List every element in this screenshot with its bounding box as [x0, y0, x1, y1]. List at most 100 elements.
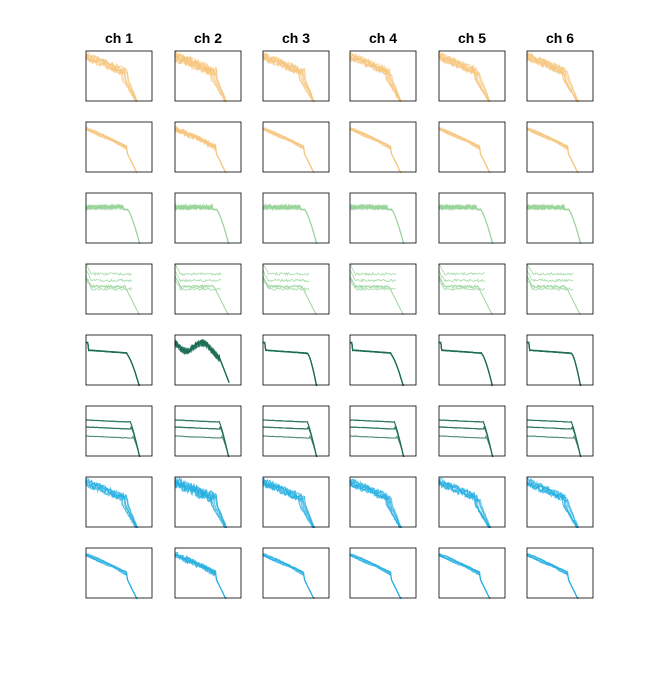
series-line: [262, 341, 318, 386]
series-line: [349, 127, 402, 173]
series-line: [85, 128, 138, 173]
column-title-ch1: ch 1: [104, 30, 133, 46]
series-line: [262, 128, 315, 173]
series-line: [86, 425, 141, 457]
series-line: [526, 341, 582, 386]
panel-frame: [262, 50, 330, 102]
series-line: [174, 203, 230, 244]
panel-frame: [349, 50, 417, 102]
series-line: [174, 203, 230, 244]
panel-r2-c1: [85, 121, 153, 173]
panel-frame: [174, 263, 242, 315]
series-line: [174, 276, 229, 315]
series-line: [349, 481, 401, 528]
series-line: [174, 275, 229, 315]
column-title-ch4: ch 4: [368, 30, 397, 46]
panel-frame: [174, 50, 242, 102]
series-line: [526, 203, 582, 244]
series-line: [526, 203, 582, 244]
panel-frame: [85, 263, 153, 315]
series-line: [262, 203, 318, 244]
panel-r1-c4: [349, 50, 417, 102]
panel-r3-c1: [85, 192, 153, 244]
series-line: [262, 341, 318, 386]
panel-frame: [349, 263, 417, 315]
series-line: [174, 203, 230, 244]
series-line: [526, 128, 579, 173]
series-line: [174, 425, 230, 457]
series-line: [85, 126, 138, 173]
series-line: [262, 554, 315, 599]
series-line: [438, 341, 494, 386]
panel-r4-c2: [174, 263, 242, 315]
series-line: [438, 263, 486, 276]
series-line: [85, 553, 138, 599]
series-line: [85, 128, 138, 173]
series-line: [438, 341, 494, 386]
panel-frame: [85, 121, 153, 173]
panel-r6-c2: [174, 405, 242, 457]
series-line: [349, 128, 402, 173]
series-line: [438, 554, 491, 599]
panel-frame: [174, 121, 242, 173]
series-line: [526, 128, 579, 173]
series-line: [526, 419, 582, 457]
panel-frame: [349, 476, 417, 528]
series-line: [526, 203, 582, 244]
panel-frame: [85, 192, 153, 244]
series-line: [526, 129, 579, 173]
panel-frame: [85, 405, 153, 457]
panel-frame: [438, 476, 506, 528]
series-line: [438, 202, 494, 244]
series-line: [85, 203, 141, 244]
series-line: [526, 425, 582, 457]
series-line: [526, 553, 579, 599]
series-line: [526, 425, 582, 457]
panel-frame: [85, 334, 153, 386]
series-line: [174, 127, 227, 173]
panel-r6-c4: [349, 405, 417, 457]
panel-frame: [526, 121, 594, 173]
series-line: [438, 128, 491, 173]
panel-frame: [262, 263, 330, 315]
series-line: [349, 204, 405, 244]
series-line: [262, 203, 318, 244]
panel-r8-c4: [349, 547, 417, 599]
panel-r2-c4: [349, 121, 417, 173]
panel-r5-c4: [349, 334, 417, 386]
panel-frame: [174, 334, 242, 386]
series-line: [349, 482, 401, 528]
panel-r4-c6: [526, 263, 594, 315]
series-line: [526, 127, 579, 173]
series-line: [526, 341, 582, 386]
panel-r8-c5: [438, 547, 506, 599]
series-line: [262, 435, 318, 457]
series-line: [174, 126, 227, 173]
series-line: [174, 481, 227, 528]
panel-frame: [85, 476, 153, 528]
series-line: [262, 203, 318, 244]
panel-r7-c6: [526, 476, 594, 528]
series-line: [526, 128, 579, 173]
series-line: [85, 275, 140, 315]
panel-r7-c1: [85, 476, 153, 528]
series-line: [439, 341, 494, 386]
series-line: [349, 129, 402, 173]
series-line: [174, 127, 227, 173]
series-line: [262, 554, 315, 599]
series-line: [174, 126, 227, 173]
series-line: [262, 341, 318, 386]
series-line: [438, 128, 491, 173]
series-line: [526, 127, 579, 173]
panel-r1-c2: [174, 50, 242, 102]
series-line: [262, 341, 318, 386]
series-line: [526, 203, 582, 244]
series-line: [262, 275, 317, 315]
series-line: [262, 264, 310, 277]
series-line: [438, 419, 494, 457]
series-line: [526, 129, 579, 173]
panel-frame: [262, 405, 330, 457]
series-line: [263, 419, 318, 457]
series-line: [85, 435, 141, 457]
